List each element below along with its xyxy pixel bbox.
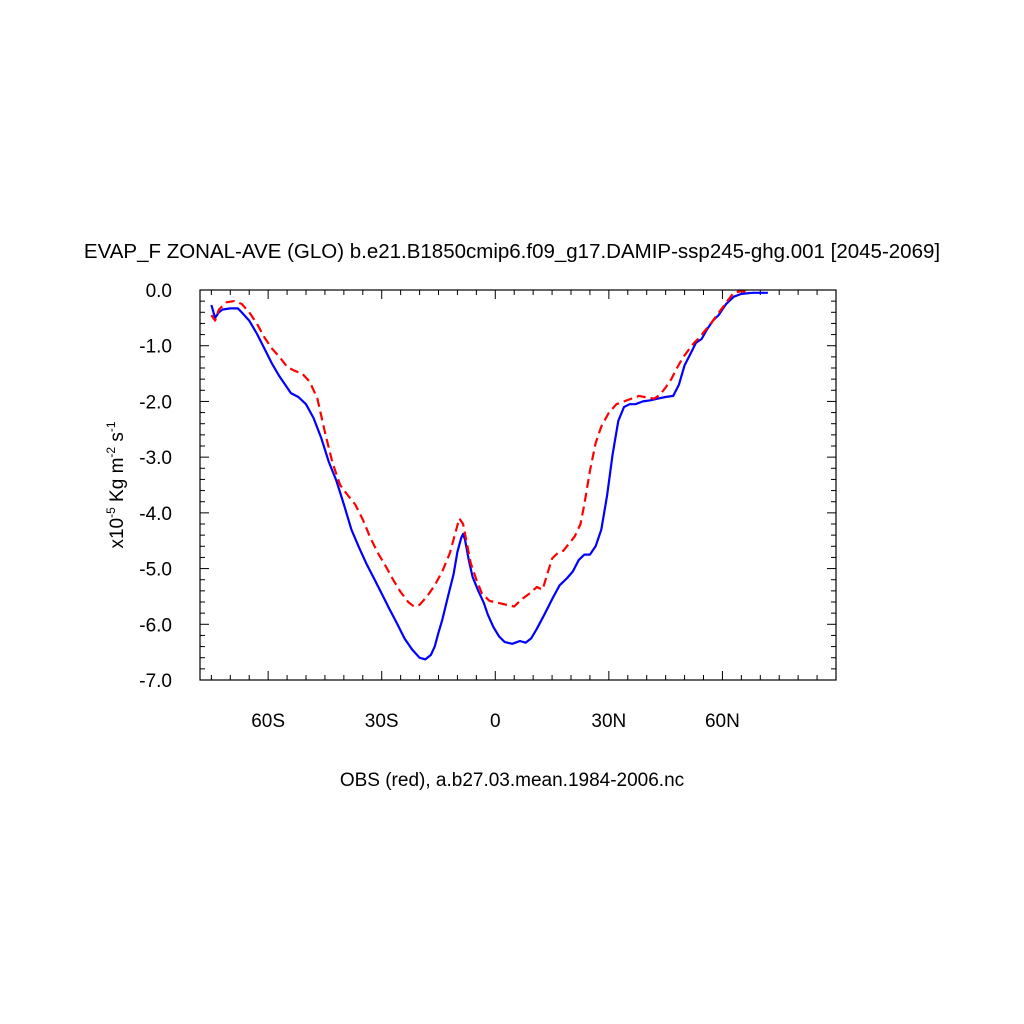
x-tick-label: 30N: [591, 711, 626, 732]
y-axis-label: x10-5 Kg m-2 s-1: [104, 421, 128, 548]
x-tick-label: 60S: [251, 711, 285, 732]
y-axis-label-unit2: s: [107, 432, 128, 447]
y-tick-label: -4.0: [139, 504, 172, 525]
y-axis-label-exp1: -5: [104, 507, 118, 518]
x-axis-label: OBS (red), a.b27.03.mean.1984-2006.nc: [340, 770, 684, 791]
obs-series-line: [210, 290, 750, 608]
axis-tick-labels: 0.0 -1.0 -2.0 -3.0 -4.0 -5.0 -6.0 -7.0 60S 30S 0 30…: [139, 281, 740, 732]
plot-frame: [199, 289, 837, 681]
chart-title: EVAP_F ZONAL-AVE (GLO) b.e21.B1850cmip6.…: [84, 240, 940, 263]
y-tick-label: -2.0: [139, 392, 172, 413]
y-tick-label: -7.0: [139, 671, 172, 692]
y-axis-label-unit1: Kg m: [107, 458, 128, 508]
y-axis-label-prefix: x10: [107, 518, 128, 549]
x-tick-label: 60N: [705, 711, 740, 732]
axis-ticks: [200, 289, 837, 681]
series-lines: [210, 290, 768, 661]
x-tick-label: 30S: [365, 711, 399, 732]
y-axis-label-exp3: -1: [104, 421, 118, 432]
y-tick-label: -3.0: [139, 448, 172, 469]
x-tick-label: 0: [490, 711, 501, 732]
y-tick-label: -6.0: [139, 615, 172, 636]
y-tick-label: -5.0: [139, 560, 172, 581]
model-series-line: [210, 291, 768, 661]
y-axis-label-exp2: -2: [104, 447, 118, 458]
y-tick-label: 0.0: [146, 281, 172, 302]
y-tick-label: -1.0: [139, 337, 172, 358]
